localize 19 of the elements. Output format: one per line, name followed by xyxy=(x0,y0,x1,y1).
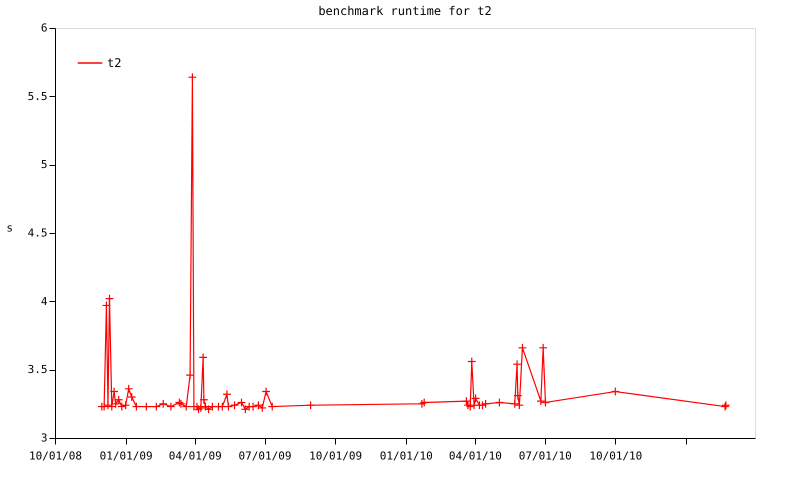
y-axis-title: s xyxy=(6,222,13,234)
chart-title: benchmark runtime for t2 xyxy=(318,4,492,18)
y-tick-label: 3.5 xyxy=(28,363,48,376)
y-tick-label: 5.5 xyxy=(28,90,48,103)
x-tick-label: 07/01/09 xyxy=(238,450,292,462)
x-tick-label: 04/01/10 xyxy=(448,450,502,462)
x-tick-label: 01/01/09 xyxy=(100,450,153,462)
y-tick-label: 5 xyxy=(40,158,48,172)
y-tick-label: 4.5 xyxy=(28,226,48,240)
x-tick-label: 01/01/10 xyxy=(380,450,433,462)
x-tick-label: 10/01/10 xyxy=(589,450,642,462)
x-tick-label: 07/01/10 xyxy=(518,450,572,462)
x-tick-label: 10/01/09 xyxy=(309,450,362,462)
y-tick-label: 3 xyxy=(40,432,48,444)
legend-label: t2 xyxy=(107,56,122,70)
x-tick-label: 04/01/09 xyxy=(168,450,222,462)
y-tick-label: 6 xyxy=(40,22,48,34)
x-tick-label: 10/01/08 xyxy=(29,450,82,462)
y-tick-label: 4 xyxy=(40,294,48,308)
